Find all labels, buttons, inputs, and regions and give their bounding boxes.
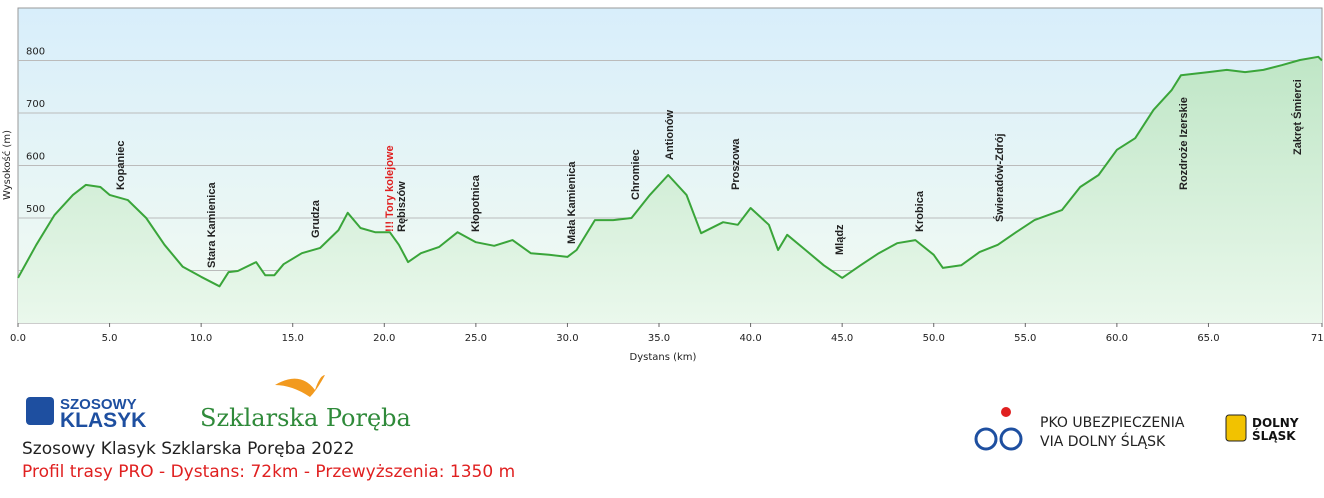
waypoint-label: Kopaniec xyxy=(115,140,127,190)
x-tick-label: 55.0 xyxy=(1014,333,1036,344)
waypoint-label: Zakręt Śmierci xyxy=(1291,79,1304,155)
sponsor-icon xyxy=(974,427,998,451)
waypoint-label: !!! Tory kolejowe xyxy=(384,145,396,232)
x-tick-label: 25.0 xyxy=(465,333,487,344)
x-tick-label: 10.0 xyxy=(190,333,212,344)
logo-icon xyxy=(26,397,54,425)
x-tick-label: 20.0 xyxy=(373,333,395,344)
x-tick-label: 60.0 xyxy=(1106,333,1128,344)
sponsor-text: VIA DOLNY ŚLĄSK xyxy=(1040,432,1166,450)
waypoint-label: Antionów xyxy=(664,109,676,160)
x-tick-label: 65.0 xyxy=(1197,333,1219,344)
sponsor-icon xyxy=(1001,407,1011,417)
plot: 4005006007008000.05.010.015.020.025.030.… xyxy=(10,47,1324,345)
x-tick-label: 0.0 xyxy=(10,333,26,344)
x-tick-label: 35.0 xyxy=(648,333,670,344)
x-tick-label: 40.0 xyxy=(739,333,761,344)
y-axis-label: Wysokość (m) xyxy=(1,130,13,200)
region-icon xyxy=(1225,414,1247,442)
x-tick-label: 15.0 xyxy=(282,333,304,344)
waypoint-label: Stara Kamienica xyxy=(206,182,218,268)
footer-subtitle: Profil trasy PRO - Dystans: 72km - Przew… xyxy=(22,462,515,482)
waypoint-label: Mała Kamienica xyxy=(566,161,578,244)
waypoint-label: Krobica xyxy=(914,190,926,232)
waypoint-label: Mlądz xyxy=(834,224,846,255)
region-text: ŚLĄSK xyxy=(1252,428,1296,443)
waypoint-label: Rozdroże Izerskie xyxy=(1178,97,1190,190)
town-logo: Szklarska Poręba xyxy=(200,404,411,432)
logo-text: KLASYK xyxy=(60,409,146,432)
elevation-line xyxy=(17,55,1323,288)
waypoint-label: Rębiszów xyxy=(396,181,408,232)
y-tick-label: 500 xyxy=(26,204,45,215)
y-tick-label: 700 xyxy=(26,99,45,110)
y-tick-label: 600 xyxy=(26,152,45,163)
x-tick-label: 71.2 xyxy=(1311,333,1324,344)
waypoint-label: Grudza xyxy=(310,199,322,238)
y-tick-label: 800 xyxy=(26,47,45,58)
footer-title: Szosowy Klasyk Szklarska Poręba 2022 xyxy=(22,439,354,459)
waypoint-label: Proszowa xyxy=(730,138,742,190)
waypoint-label: Chromiec xyxy=(630,149,642,200)
logo-text: SZOSOWY xyxy=(60,396,137,413)
town-logo-icon xyxy=(275,375,325,397)
footer: SZOSOWY KLASYK Szklarska Poręba Szosowy … xyxy=(22,375,1299,482)
region-text: DOLNY xyxy=(1252,416,1299,430)
x-tick-label: 50.0 xyxy=(923,333,945,344)
sponsor-icon xyxy=(999,427,1023,451)
x-tick-label: 5.0 xyxy=(102,333,118,344)
elevation-area xyxy=(18,56,1322,324)
sponsor-text: PKO UBEZPIECZENIA xyxy=(1040,415,1185,431)
waypoint-label: Kłopotnica xyxy=(470,174,482,232)
x-tick-label: 30.0 xyxy=(556,333,578,344)
x-tick-label: 45.0 xyxy=(831,333,853,344)
waypoint-label: Świeradów-Zdrój xyxy=(993,133,1006,222)
x-axis-label: Dystans (km) xyxy=(630,352,697,363)
